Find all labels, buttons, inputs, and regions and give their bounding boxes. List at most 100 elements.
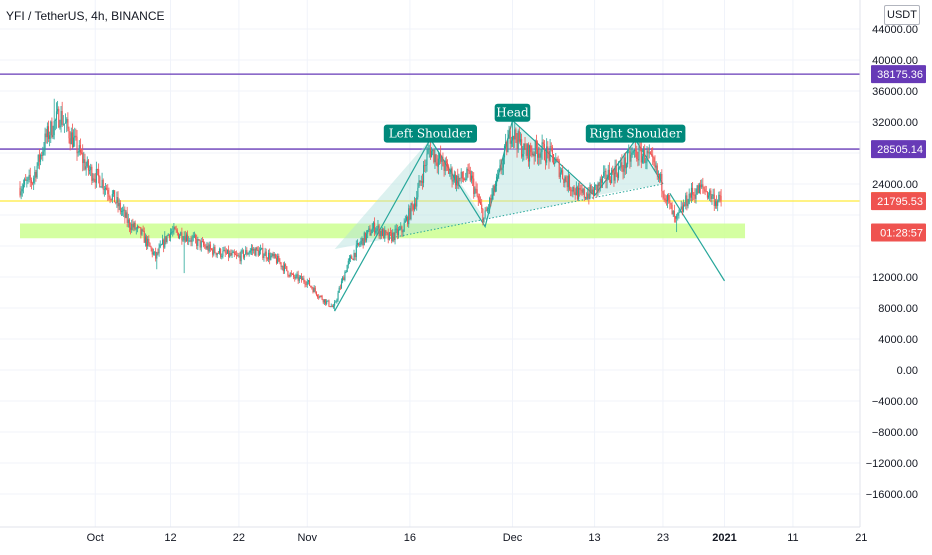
- candle-body: [582, 189, 584, 193]
- candle-body: [246, 250, 248, 255]
- candle-body: [518, 131, 520, 142]
- candles[interactable]: [19, 98, 722, 312]
- price-label[interactable]: 28505.14: [871, 140, 926, 159]
- candle-body: [296, 274, 298, 276]
- candle-body: [710, 190, 712, 200]
- candle-body: [209, 244, 211, 249]
- candle-body: [509, 130, 511, 144]
- candle-body: [399, 229, 401, 231]
- x-tick-label: 22: [233, 532, 245, 544]
- candle-body: [338, 287, 340, 293]
- candle-body: [345, 272, 347, 273]
- candle-body: [656, 165, 658, 175]
- candle-body: [372, 222, 374, 229]
- candle-body: [196, 239, 198, 247]
- price-axis[interactable]: 44000.00 40000.00 36000.00 32000.00 24000.00…: [859, 0, 932, 550]
- candle-body: [440, 154, 442, 162]
- candle-body: [546, 146, 548, 163]
- candle-body: [544, 159, 547, 163]
- candle-body: [446, 163, 449, 167]
- candle-body: [27, 177, 29, 181]
- candle-body: [542, 142, 544, 145]
- candle-body: [502, 157, 504, 168]
- candle-body: [415, 203, 417, 207]
- candle-body: [92, 178, 94, 181]
- candle-body: [383, 229, 385, 239]
- candle-body: [570, 189, 572, 191]
- candle-body: [581, 189, 583, 193]
- price-label[interactable]: 21795.53: [871, 192, 926, 211]
- price-label[interactable]: 38175.36: [871, 65, 926, 84]
- price-label[interactable]: 01:28:57: [871, 223, 926, 242]
- candle-body: [118, 202, 120, 207]
- currency-selector[interactable]: USDT: [884, 5, 920, 25]
- candle-body: [25, 179, 27, 181]
- candle-body: [45, 133, 47, 138]
- candle-body: [540, 151, 542, 158]
- candle-body: [443, 166, 445, 171]
- candle-body: [158, 247, 160, 254]
- candle-body: [480, 201, 482, 205]
- candle-body: [115, 202, 117, 204]
- annotation-box: [585, 124, 686, 143]
- candle-body: [460, 171, 462, 179]
- y-tick-label: 0.00: [897, 365, 918, 377]
- candle-body: [33, 177, 35, 183]
- candle-body: [554, 162, 556, 165]
- pattern-annotation[interactable]: Left Shoulder: [383, 124, 477, 143]
- candle-body: [347, 260, 349, 266]
- candle-body: [281, 265, 283, 267]
- candle-body: [100, 186, 102, 188]
- candle-body: [381, 229, 384, 236]
- price-label-text: 21795.53: [877, 196, 923, 208]
- candle-body: [57, 108, 59, 112]
- candle-body: [632, 151, 634, 153]
- candle-body: [232, 251, 234, 253]
- candle-body: [185, 234, 187, 242]
- candle-body: [543, 144, 545, 160]
- candle-body: [395, 228, 397, 230]
- candle-body: [163, 239, 165, 248]
- candle-body: [149, 242, 151, 247]
- candle-body: [361, 238, 363, 242]
- candle-body: [87, 160, 89, 171]
- symbol-title[interactable]: YFI / TetherUS, 4h, BINANCE: [6, 9, 165, 23]
- candle-body: [312, 288, 314, 293]
- candle-body: [337, 292, 339, 300]
- projection-line[interactable]: [669, 192, 726, 282]
- neckline[interactable]: [389, 183, 664, 239]
- candle-body: [499, 165, 501, 170]
- candle-body: [278, 255, 280, 262]
- candle-body: [350, 256, 352, 259]
- candle-body: [127, 219, 129, 223]
- candle-body: [242, 250, 244, 258]
- candle-body: [568, 175, 571, 190]
- candle-body: [500, 165, 502, 171]
- candle-body: [379, 230, 381, 237]
- pattern-annotation[interactable]: Right Shoulder: [585, 124, 686, 143]
- candle-body: [24, 179, 26, 185]
- candle-body: [717, 200, 719, 206]
- candle-body: [197, 239, 199, 247]
- candle-body: [176, 230, 178, 233]
- candle-body: [109, 197, 111, 200]
- candle-body: [299, 276, 301, 278]
- pattern-annotation[interactable]: Head: [494, 103, 531, 122]
- candle-body: [123, 209, 125, 211]
- price-label-bg: [871, 192, 926, 211]
- candle-body: [364, 232, 366, 241]
- candle-body: [136, 226, 138, 229]
- candle-body: [619, 167, 621, 169]
- candle-body: [218, 248, 221, 254]
- candle-body: [257, 249, 259, 256]
- candle-body: [530, 145, 532, 153]
- candle-body: [662, 191, 664, 194]
- candle-body: [533, 153, 535, 157]
- candle-body: [454, 174, 457, 186]
- candle-body: [477, 196, 479, 200]
- candle-body: [644, 149, 646, 163]
- time-axis[interactable]: Oct 12 22 Nov 16 Dec 13 23 2021 11 21: [0, 526, 867, 550]
- candle-body: [319, 295, 321, 298]
